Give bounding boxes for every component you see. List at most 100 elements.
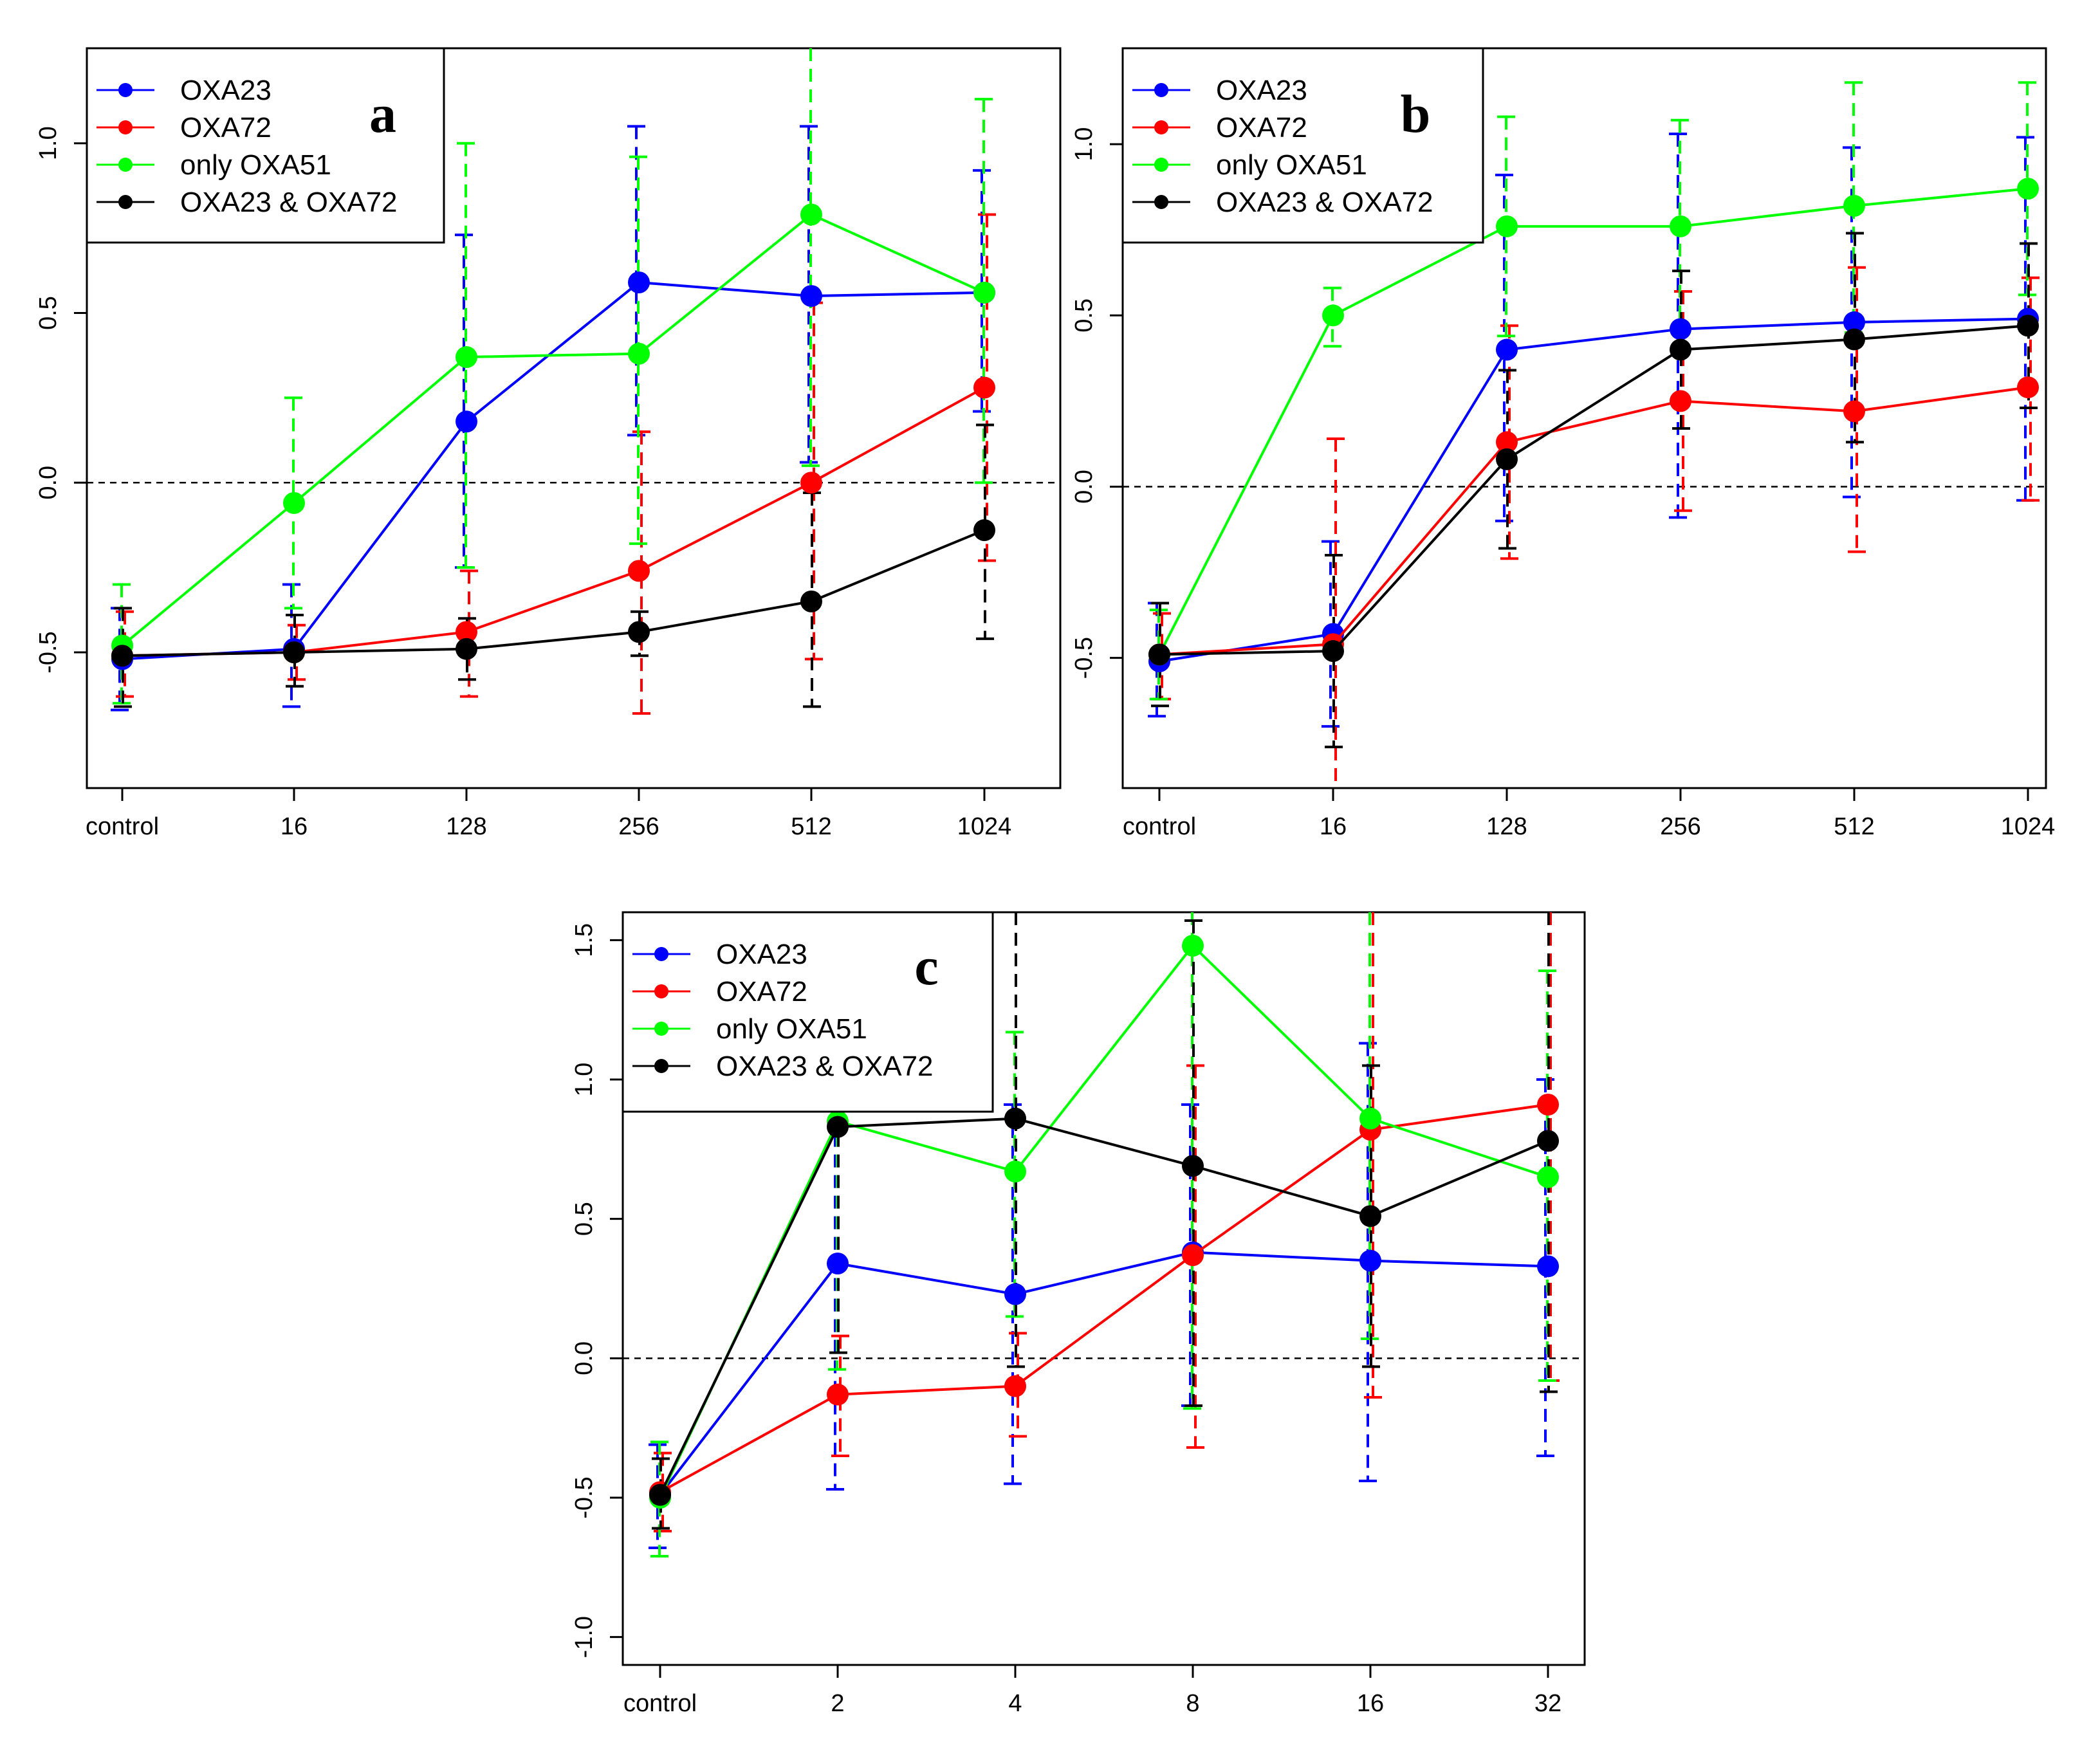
data-point-only-oxa51 (800, 203, 822, 226)
x-tick-label: 512 (791, 813, 831, 840)
series-line-oxa72 (1159, 386, 2029, 656)
plot-frame (86, 47, 1062, 789)
series-line-oxa23 (659, 1251, 1549, 1496)
x-tick-label: 4 (1008, 1690, 1022, 1717)
data-point-oxa23-and-oxa72 (1496, 448, 1518, 470)
y-tick-label: 0.0 (35, 466, 62, 500)
series-line-oxa23-and-oxa72 (122, 529, 985, 657)
series-line-only-oxa51 (121, 213, 985, 647)
legend-label: OXA23 & OXA72 (716, 1051, 934, 1082)
data-point-only-oxa51 (1843, 194, 1865, 217)
plot-frame (1121, 47, 2047, 789)
legend: OXA23 OXA72 only OXA51 OXA23 & OXA72 (1121, 47, 1484, 244)
y-tick-label: 0.5 (35, 296, 62, 330)
y-tick-label: -1.0 (571, 1616, 598, 1658)
data-point-oxa72 (1182, 1244, 1204, 1266)
data-point-oxa23 (1537, 1255, 1559, 1278)
data-point-oxa72 (456, 621, 477, 643)
legend: OXA23 OXA72 only OXA51 OXA23 & OXA72 (86, 47, 445, 244)
series-line-only-oxa51 (659, 944, 1549, 1498)
data-point-oxa23-and-oxa72 (283, 641, 305, 663)
error-bars-oxa23-and-oxa72 (114, 423, 994, 708)
data-point-oxa72 (1537, 1094, 1559, 1116)
plot-frame (622, 911, 1586, 1666)
series-line-only-oxa51 (1158, 187, 2029, 656)
legend-label: OXA23 (716, 939, 807, 970)
panel-b: -0.5 0.0 0.5 1.0 control 16 128 256 512 1024 OXA23… (1071, 47, 2056, 840)
data-point-oxa23 (1496, 338, 1518, 361)
x-tick-label: 16 (281, 813, 308, 840)
data-point-oxa72 (628, 560, 650, 582)
data-point-only-oxa51 (2017, 178, 2039, 200)
data-point-oxa23-and-oxa72 (1537, 1130, 1559, 1152)
data-point-oxa23 (827, 1253, 849, 1274)
data-point-only-oxa51 (1537, 1166, 1559, 1188)
legend-swatch-point (118, 158, 133, 172)
legend-swatch-point (654, 1059, 668, 1073)
error-bars-oxa72 (1153, 266, 2040, 788)
data-point-only-oxa51 (628, 342, 650, 365)
series-line-oxa23 (1159, 317, 2029, 663)
data-point-oxa23-and-oxa72 (827, 1116, 849, 1138)
x-tick-label: control (86, 813, 159, 840)
data-point-oxa72 (800, 472, 822, 494)
data-point-oxa72 (1670, 390, 1691, 412)
x-tick-label: control (1123, 813, 1196, 840)
data-point-oxa23-and-oxa72 (628, 621, 650, 643)
x-tick-label: 2 (831, 1690, 844, 1717)
panel-label-c: c (914, 937, 938, 997)
legend-swatch-point (118, 83, 133, 97)
error-bars-oxa23 (649, 1042, 1554, 1549)
legend-label: OXA72 (180, 112, 272, 143)
data-point-only-oxa51 (1182, 935, 1204, 957)
legend-swatch-point (118, 195, 133, 209)
y-tick-label: -0.5 (571, 1476, 598, 1518)
data-point-oxa23-and-oxa72 (1004, 1107, 1026, 1130)
legend-label: OXA23 (1216, 75, 1307, 106)
series-line-oxa72 (659, 1103, 1549, 1494)
legend-box (1121, 47, 1484, 244)
x-tick-label: 128 (1486, 813, 1527, 840)
data-point-oxa72 (1496, 431, 1518, 454)
data-point-oxa23 (1359, 1249, 1381, 1272)
data-point-only-oxa51 (1496, 215, 1518, 237)
x-tick-label: 32 (1534, 1690, 1561, 1717)
x-tick-label: 1024 (2001, 813, 2056, 840)
y-tick-label: 1.0 (35, 126, 62, 160)
x-tick-label: 128 (446, 813, 486, 840)
legend-label: OXA72 (1216, 112, 1307, 143)
legend-label: OXA23 & OXA72 (1216, 187, 1433, 218)
data-point-oxa72 (1843, 400, 1865, 423)
panel-label-b: b (1401, 84, 1431, 144)
x-tick-label: 1024 (957, 813, 1012, 840)
legend: OXA23 OXA72 only OXA51 OXA23 & OXA72 (622, 911, 994, 1113)
panel-a: -0.5 0.0 0.5 1.0 control 16 128 256 512 1024 OXA23… (35, 47, 1062, 840)
series-line-oxa72 (122, 386, 985, 657)
legend-label: only OXA51 (716, 1013, 867, 1045)
legend-swatch-point (1154, 158, 1168, 172)
error-bars-oxa72 (116, 213, 996, 715)
data-point-oxa72 (827, 1383, 849, 1406)
data-point-oxa23-and-oxa72 (1843, 328, 1865, 351)
x-tick-label: 8 (1186, 1690, 1199, 1717)
x-tick-label: 16 (1320, 813, 1347, 840)
y-tick-label: 0.0 (1071, 470, 1098, 504)
data-point-oxa72 (1004, 1375, 1026, 1397)
legend-label: OXA23 (180, 75, 272, 106)
y-tick-label: 0.5 (571, 1202, 598, 1236)
y-tick-label: 1.5 (571, 923, 598, 957)
legend-label: only OXA51 (1216, 149, 1367, 181)
data-point-only-oxa51 (1359, 1107, 1381, 1130)
data-point-oxa72 (973, 376, 995, 399)
series-line-oxa23-and-oxa72 (1159, 324, 2029, 656)
y-tick-label: 1.0 (571, 1063, 598, 1097)
data-point-oxa23-and-oxa72 (649, 1484, 671, 1506)
data-point-oxa23 (456, 410, 477, 433)
y-tick-label: -0.5 (1071, 637, 1098, 679)
legend-swatch-point (1154, 120, 1168, 134)
data-point-oxa23 (1004, 1283, 1026, 1305)
y-tick-label: -0.5 (35, 631, 62, 673)
legend-swatch-point (1154, 195, 1168, 209)
